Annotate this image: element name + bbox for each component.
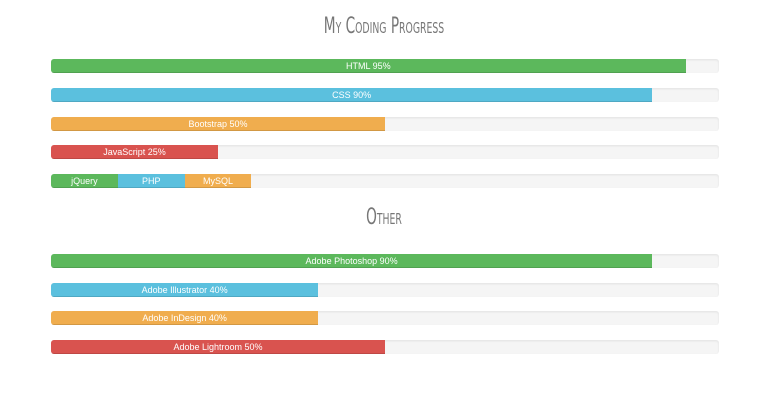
progress-bar-indesign: Adobe InDesign 40% xyxy=(51,311,319,325)
progress-bootstrap: Bootstrap 50% xyxy=(51,117,719,131)
progress-bar-javascript: JavaScript 25% xyxy=(51,145,218,159)
section-title-coding: My Coding Progress xyxy=(323,14,445,39)
progress-bar-lightroom: Adobe Lightroom 50% xyxy=(51,340,385,354)
progress-bar-html: HTML 95% xyxy=(51,59,686,73)
progress-javascript: JavaScript 25% xyxy=(51,145,719,159)
section-title-other: Other xyxy=(366,205,402,230)
progress-bar-illustrator: Adobe Illustrator 40% xyxy=(51,283,319,297)
progress-bar-css: CSS 90% xyxy=(51,88,653,102)
progress-css: CSS 90% xyxy=(51,88,719,102)
progress-bar-jquery: jQuery xyxy=(51,174,118,188)
progress-bar-mysql: MySQL xyxy=(184,174,252,188)
progress-indesign: Adobe InDesign 40% xyxy=(51,311,719,325)
progress-lightroom: Adobe Lightroom 50% xyxy=(51,340,719,354)
progress-bar-bootstrap: Bootstrap 50% xyxy=(51,117,385,131)
progress-html: HTML 95% xyxy=(51,59,719,73)
progress-illustrator: Adobe Illustrator 40% xyxy=(51,283,719,297)
progress-photoshop: Adobe Photoshop 90% xyxy=(51,254,719,268)
progress-stacked-backend: jQuery PHP MySQL xyxy=(51,174,719,188)
progress-bar-php: PHP xyxy=(117,174,185,188)
progress-bar-photoshop: Adobe Photoshop 90% xyxy=(51,254,653,268)
